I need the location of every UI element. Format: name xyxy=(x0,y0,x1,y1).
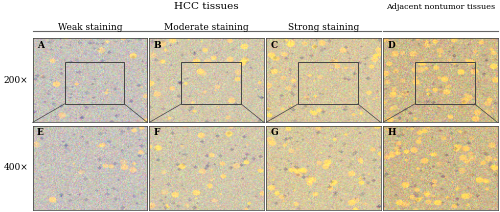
Text: Moderate staining: Moderate staining xyxy=(164,23,249,32)
Text: E: E xyxy=(37,128,44,137)
Text: C: C xyxy=(270,41,278,50)
Bar xyxy=(415,62,474,104)
Text: A: A xyxy=(37,41,44,50)
Text: H: H xyxy=(388,128,396,137)
Bar xyxy=(298,62,358,104)
Text: Strong staining: Strong staining xyxy=(288,23,359,32)
Text: 400×: 400× xyxy=(4,163,28,172)
Text: Weak staining: Weak staining xyxy=(58,23,122,32)
Text: 200×: 200× xyxy=(4,76,28,85)
Text: Adjacent nontumor tissues: Adjacent nontumor tissues xyxy=(386,3,494,11)
Text: G: G xyxy=(270,128,278,137)
Text: HCC tissues: HCC tissues xyxy=(174,2,239,11)
Bar xyxy=(64,62,124,104)
Text: F: F xyxy=(154,128,160,137)
Text: B: B xyxy=(154,41,162,50)
Bar xyxy=(182,62,241,104)
Text: D: D xyxy=(388,41,395,50)
